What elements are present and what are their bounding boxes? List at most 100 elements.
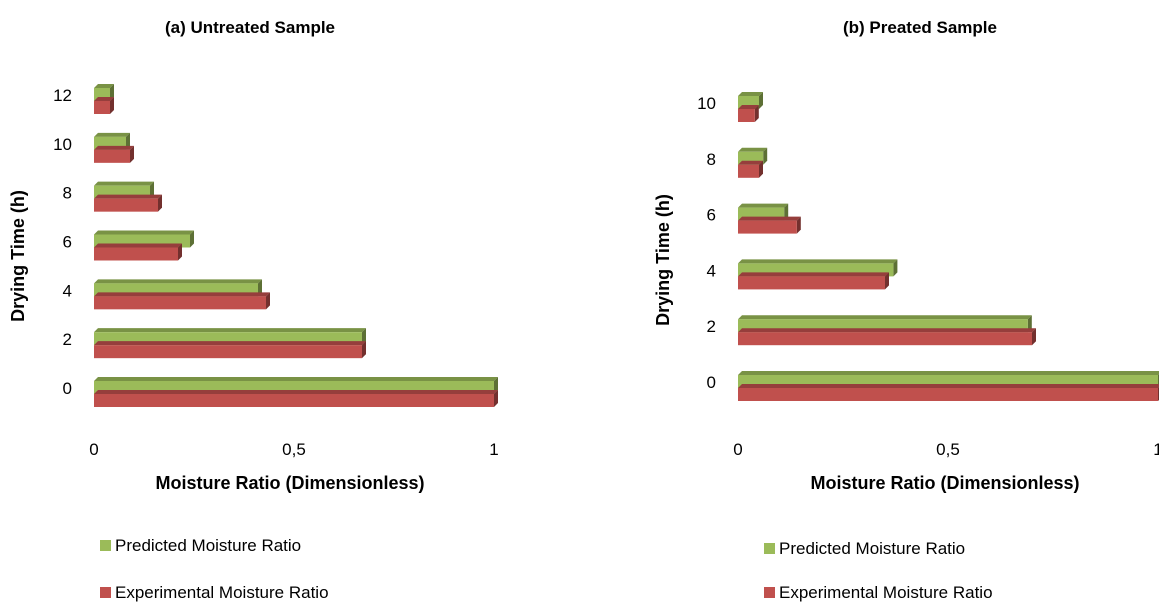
bar-top-face bbox=[738, 105, 759, 109]
chart-title: (a) Untreated Sample bbox=[165, 18, 335, 37]
y-axis-title: Drying Time (h) bbox=[653, 194, 673, 326]
bar-front-face bbox=[94, 345, 362, 359]
y-tick-label: 0 bbox=[707, 373, 716, 392]
bar-side-face bbox=[150, 181, 154, 199]
bar-top-face bbox=[94, 181, 154, 186]
y-tick-label: 12 bbox=[53, 86, 72, 105]
y-tick-label: 4 bbox=[707, 261, 716, 280]
bar-experimental bbox=[94, 292, 270, 310]
bar-top-face bbox=[94, 97, 114, 101]
legend-label: Predicted Moisture Ratio bbox=[115, 536, 301, 555]
bar-side-face bbox=[130, 145, 134, 163]
x-axis-title: Moisture Ratio (Dimensionless) bbox=[155, 473, 424, 493]
bar-front-face bbox=[738, 109, 755, 122]
bar-front-face bbox=[94, 394, 494, 407]
bar-top-face bbox=[738, 259, 898, 264]
bar-side-face bbox=[494, 390, 498, 407]
x-tick-label: 1 bbox=[489, 440, 498, 459]
y-tick-label: 6 bbox=[63, 233, 72, 252]
x-tick-label: 1 bbox=[1153, 440, 1159, 459]
bar-top-face bbox=[94, 84, 114, 88]
x-tick-label: 0 bbox=[89, 440, 98, 459]
bar-side-face bbox=[494, 377, 498, 394]
chart-0: (a) Untreated Sample Drying Time (h) 0 0,5 1… bbox=[8, 18, 499, 602]
bar-top-face bbox=[94, 132, 130, 137]
bar-experimental bbox=[94, 341, 366, 359]
x-tick-label: 0,5 bbox=[936, 440, 960, 459]
bar-experimental bbox=[738, 105, 759, 122]
y-tick-label: 10 bbox=[53, 135, 72, 154]
bar-front-face bbox=[94, 198, 158, 212]
bar-side-face bbox=[158, 194, 162, 212]
bar-side-face bbox=[763, 147, 768, 165]
bar-top-face bbox=[94, 341, 366, 346]
bar-top-face bbox=[738, 147, 768, 152]
bar-top-face bbox=[94, 390, 498, 394]
bar-side-face bbox=[759, 92, 763, 109]
y-tick-label: 4 bbox=[63, 281, 72, 300]
x-tick-label: 0,5 bbox=[282, 440, 306, 459]
bar-front-face bbox=[94, 149, 130, 163]
bar-top-face bbox=[738, 160, 763, 165]
bar-front-face bbox=[738, 220, 797, 234]
bar-top-face bbox=[94, 145, 134, 150]
bar-front-face bbox=[738, 332, 1032, 346]
bar-top-face bbox=[738, 272, 889, 277]
bar-side-face bbox=[362, 328, 366, 346]
bar-front-face bbox=[94, 247, 178, 261]
legend-item: Predicted Moisture Ratio bbox=[764, 539, 965, 558]
bar-front-face bbox=[738, 164, 759, 178]
bar-side-face bbox=[784, 203, 789, 221]
bar-side-face bbox=[178, 243, 182, 261]
bar-side-face bbox=[110, 97, 114, 114]
bar-top-face bbox=[738, 371, 1159, 375]
bar-side-face bbox=[893, 259, 898, 277]
legend-label: Experimental Moisture Ratio bbox=[779, 583, 993, 602]
y-tick-label: 2 bbox=[707, 317, 716, 336]
bar-experimental bbox=[94, 97, 114, 114]
bar-experimental bbox=[738, 216, 801, 234]
bar-side-face bbox=[754, 105, 759, 122]
bar-top-face bbox=[94, 194, 162, 199]
bar-side-face bbox=[190, 230, 194, 248]
bar-front-face bbox=[94, 101, 110, 114]
y-tick-label: 0 bbox=[63, 379, 72, 398]
legend-swatch bbox=[100, 540, 111, 551]
bar-top-face bbox=[738, 92, 763, 96]
bar-front-face bbox=[738, 388, 1158, 401]
bar-front-face bbox=[94, 296, 266, 310]
x-tick-label: 0 bbox=[733, 440, 742, 459]
bar-top-face bbox=[94, 230, 194, 235]
bar-experimental bbox=[94, 194, 162, 212]
legend-swatch bbox=[100, 587, 111, 598]
legend-item: Experimental Moisture Ratio bbox=[764, 583, 993, 602]
bar-experimental bbox=[94, 243, 182, 261]
y-tick-label: 6 bbox=[707, 206, 716, 225]
bar-top-face bbox=[738, 315, 1032, 320]
bar-experimental bbox=[738, 384, 1159, 401]
bar-top-face bbox=[738, 328, 1036, 333]
bar-side-face bbox=[266, 292, 270, 310]
legend-swatch bbox=[764, 587, 775, 598]
legend-item: Experimental Moisture Ratio bbox=[100, 583, 329, 602]
legend-swatch bbox=[764, 543, 775, 554]
bar-side-face bbox=[362, 341, 366, 359]
bar-top-face bbox=[94, 279, 262, 284]
bar-side-face bbox=[1027, 315, 1032, 333]
legend-label: Experimental Moisture Ratio bbox=[115, 583, 329, 602]
chart-1: (b) Preated Sample Drying Time (h) 0 0,5 1 Mo… bbox=[653, 18, 1159, 602]
legend-item: Predicted Moisture Ratio bbox=[100, 536, 301, 555]
y-tick-label: 8 bbox=[707, 150, 716, 169]
bar-front-face bbox=[738, 276, 885, 290]
chart-title: (b) Preated Sample bbox=[843, 18, 997, 37]
bar-top-face bbox=[94, 292, 270, 297]
bar-side-face bbox=[258, 279, 262, 297]
bar-experimental bbox=[94, 390, 498, 407]
bar-top-face bbox=[94, 328, 366, 333]
bar-top-face bbox=[738, 216, 801, 221]
y-tick-label: 2 bbox=[63, 330, 72, 349]
bar-top-face bbox=[94, 243, 182, 248]
y-tick-label: 10 bbox=[697, 94, 716, 113]
legend-label: Predicted Moisture Ratio bbox=[779, 539, 965, 558]
bar-side-face bbox=[759, 160, 763, 178]
